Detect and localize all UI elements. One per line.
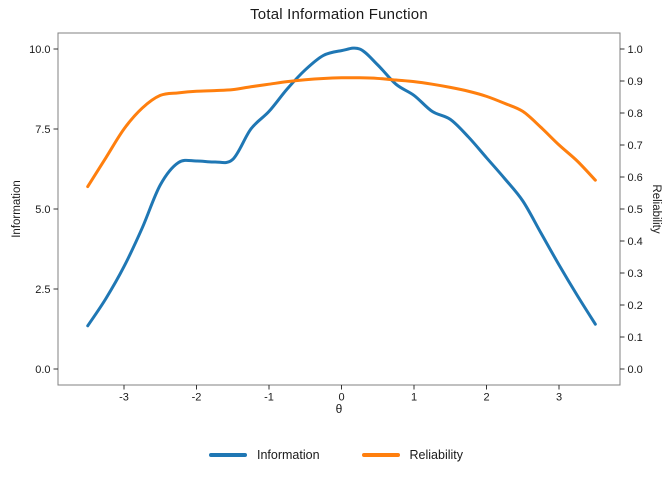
y-right-tick-label: 0.4: [628, 236, 643, 248]
chart-title: Total Information Function: [250, 6, 428, 23]
y-left-tick-label: 10.0: [29, 44, 50, 56]
x-tick-label: 3: [556, 392, 562, 404]
y-right-tick-label: 0.0: [628, 364, 643, 376]
y-axis-label-right: Reliability: [650, 184, 662, 234]
information-legend-line: [208, 453, 247, 457]
legend-item-reliability: Reliability: [361, 448, 464, 462]
legend: Information Reliability: [0, 448, 672, 462]
x-tick-label: -1: [264, 392, 274, 404]
panel-border: [57, 32, 621, 386]
y-right-tick-label: 0.8: [628, 108, 643, 120]
y-left-tick-label: 5.0: [35, 204, 50, 216]
reliability-legend-line: [361, 453, 400, 457]
y-right-tick-label: 1.0: [628, 44, 643, 56]
legend-label-reliability: Reliability: [409, 448, 464, 462]
x-tick-label: -2: [192, 392, 202, 404]
y-left-tick-label: 7.5: [35, 124, 50, 136]
legend-item-information: Information: [208, 448, 320, 462]
series-line-information: [86, 46, 597, 328]
y-right-tick-label: 0.7: [628, 140, 643, 152]
x-tick-label: 1: [411, 392, 417, 404]
y-left-tick-label: 2.5: [35, 284, 50, 296]
legend-label-information: Information: [256, 448, 320, 462]
x-axis-label: θ: [335, 402, 343, 416]
x-tick-label: 2: [484, 392, 490, 404]
y-right-tick-label: 0.3: [628, 268, 643, 280]
y-axis-label-left: Information: [11, 180, 23, 238]
y-left-tick-label: 0.0: [35, 364, 50, 376]
y-right-tick-label: 0.2: [628, 300, 643, 312]
y-right-tick-label: 0.6: [628, 172, 643, 184]
x-tick-label: 0: [338, 392, 344, 404]
y-right-tick-label: 0.1: [628, 332, 643, 344]
series-line-reliability: [86, 76, 597, 189]
x-tick-label: -3: [119, 392, 129, 404]
y-right-tick-label: 0.5: [628, 204, 643, 216]
y-right-tick-label: 0.9: [628, 76, 643, 88]
